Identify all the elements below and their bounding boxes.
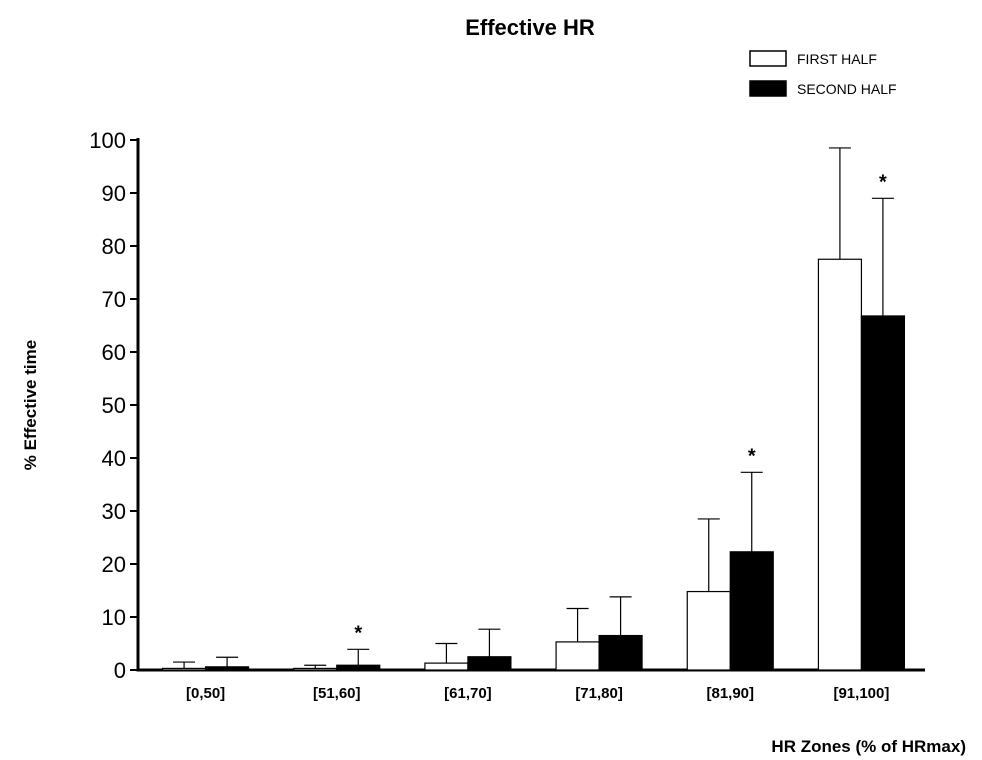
y-tick-label: 0 [114,658,126,683]
y-tick-label: 90 [102,181,126,206]
legend: FIRST HALF SECOND HALF [749,50,897,97]
y-tick-label: 100 [89,128,126,153]
bar-first-half [817,258,863,671]
y-axis-label: % Effective time [21,340,40,470]
y-tick-label: 80 [102,234,126,259]
x-tick-label: [81,90] [706,685,754,702]
bar-first-half [555,641,600,671]
x-axis-label: HR Zones (% of HRmax) [771,737,966,756]
bar-second-half [729,551,774,671]
x-tick-label: [61,70] [444,685,492,702]
bar-second-half [860,315,906,671]
chart-title: Effective HR [465,15,595,40]
legend-swatch-second-half [749,80,787,97]
x-tick-label: [0,50] [186,685,225,702]
bar-first-half [161,667,207,671]
y-tick-label: 40 [102,446,126,471]
y-tick-label: 50 [102,393,126,418]
legend-label-first-half: FIRST HALF [797,51,877,67]
bar-second-half [204,666,250,671]
y-tick-label: 30 [102,499,126,524]
legend-label-second-half: SECOND HALF [797,81,897,97]
y-tick-label: 20 [102,552,126,577]
legend-swatch-first-half [749,50,787,67]
bar-first-half [686,590,731,671]
bar-second-half [598,634,643,671]
x-tick-label: [91,100] [833,685,889,702]
y-tick-label: 60 [102,340,126,365]
significance-marker: * [879,171,887,193]
bar-first-half [424,662,469,671]
y-tick-label: 10 [102,605,126,630]
bar-first-half [293,667,338,671]
bar-second-half [336,664,381,671]
bar-second-half [467,656,512,671]
significance-marker: * [354,622,362,644]
y-tick-label: 70 [102,287,126,312]
significance-marker: * [748,445,756,467]
plot-area: 0 10 20 30 40 50 60 70 80 90 100 [0,50] * [51,60] [61,… [89,128,925,702]
x-tick-label: [71,80] [575,685,623,702]
x-tick-label: [51,60] [313,685,361,702]
